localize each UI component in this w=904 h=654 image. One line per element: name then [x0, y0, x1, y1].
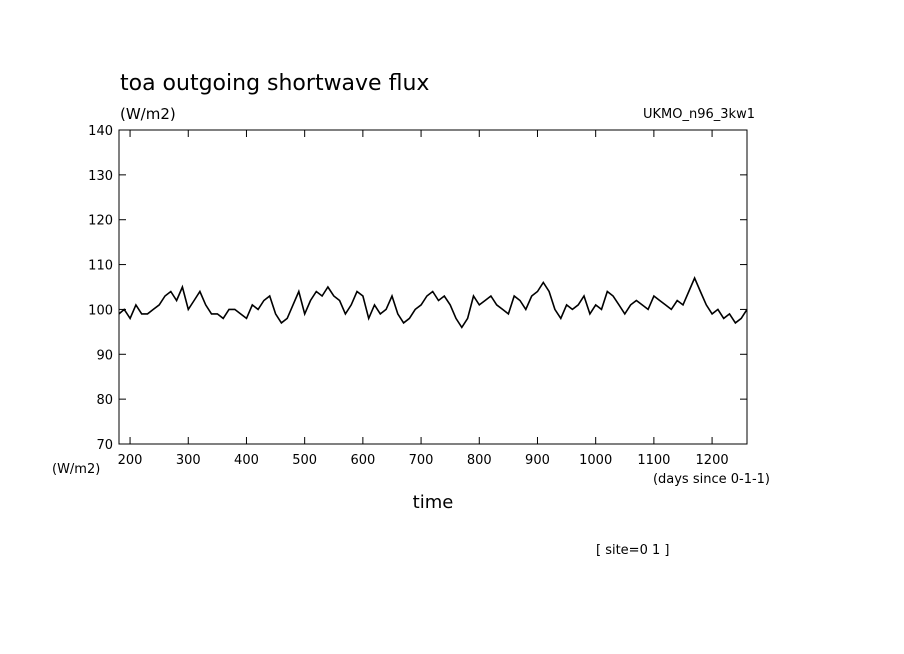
model-label: UKMO_n96_3kw1 [643, 107, 755, 122]
x-tick-label: 200 [118, 453, 143, 468]
y-tick-label: 80 [96, 393, 113, 408]
y-tick-label: 140 [88, 124, 113, 139]
units-label: (W/m2) [120, 105, 176, 123]
x-tick-label: 1200 [696, 453, 729, 468]
x-tick-label: 800 [467, 453, 492, 468]
y-tick-label: 110 [88, 259, 113, 274]
x-tick-label: 500 [292, 453, 317, 468]
y-axis: 70 80 90 100 110 120 130 140 [88, 124, 747, 453]
x-tick-label: 300 [176, 453, 201, 468]
x-tick-label: 600 [350, 453, 375, 468]
x-tick-label: 700 [409, 453, 434, 468]
y-tick-label: 100 [88, 303, 113, 318]
y-tick-label: 90 [96, 348, 113, 363]
x-axis: 200 300 400 500 600 700 800 900 1000 1100 1200 [118, 130, 729, 468]
y-tick-label: 130 [88, 169, 113, 184]
plot-frame [118, 129, 748, 445]
site-label: [ site=0 1 ] [596, 543, 669, 558]
chart-title: toa outgoing shortwave flux [120, 71, 429, 96]
y-tick-label: 70 [96, 438, 113, 453]
series-group [118, 275, 748, 329]
y-axis-unit-label: (W/m2) [52, 462, 100, 477]
x-tick-label: 400 [234, 453, 259, 468]
x-tick-label: 1000 [579, 453, 612, 468]
x-axis-label: time [413, 492, 454, 513]
y-tick-label: 120 [88, 214, 113, 229]
x-axis-unit-label: (days since 0-1-1) [653, 472, 770, 487]
series-line [118, 275, 748, 329]
x-tick-label: 1100 [637, 453, 670, 468]
x-tick-label: 900 [525, 453, 550, 468]
